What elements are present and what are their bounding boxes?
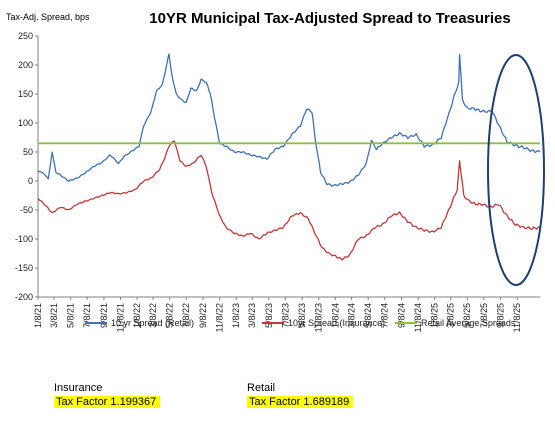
retail-factor-box: Retail Tax Factor 1.689189 — [247, 382, 354, 408]
y-tick-label: -200 — [15, 292, 33, 302]
x-tick-label: 11/8/24 — [413, 303, 423, 332]
x-tick-label: 7/8/23 — [280, 303, 290, 328]
y-tick-label: 200 — [18, 60, 33, 70]
legend-label: 10 yr Spread (Retail) — [111, 318, 194, 328]
x-tick-label: 7/8/25 — [479, 303, 489, 328]
x-tick-label: 3/8/25 — [446, 303, 456, 328]
insurance-factor-title: Insurance — [54, 382, 103, 394]
series-line-1 — [37, 53, 541, 187]
x-tick-label: 3/8/21 — [49, 303, 59, 328]
x-tick-label: 9/8/21 — [99, 303, 109, 328]
x-tick-label: 7/8/24 — [380, 303, 390, 328]
highlight-ellipse — [487, 54, 545, 286]
x-tick-label: 1/8/24 — [330, 303, 340, 328]
x-tick-label: 5/8/21 — [66, 303, 76, 328]
y-tick-label: 150 — [18, 89, 33, 99]
x-tick-label: 5/8/23 — [264, 303, 274, 328]
spread-chart: 10YR Municipal Tax-Adjusted Spread to Tr… — [6, 10, 545, 332]
x-tick-label: 1/8/22 — [132, 303, 142, 328]
x-tick-label: 1/8/25 — [430, 303, 440, 328]
tax-factor-panel: Insurance Tax Factor 1.199367 Retail Tax… — [0, 382, 555, 422]
x-tick-label: 9/8/22 — [198, 303, 208, 328]
x-tick-label: 11/8/25 — [512, 303, 522, 332]
y-tick-label: -150 — [15, 263, 33, 273]
x-tick-label: 9/8/24 — [397, 303, 407, 328]
retail-tax-factor: Tax Factor 1.689189 — [247, 396, 354, 408]
x-tick-label: 9/8/23 — [297, 303, 307, 328]
legend-label: 10yr Spread (Insurance) — [288, 318, 385, 328]
y-tick-label: -50 — [20, 205, 33, 215]
x-tick-label: 1/8/21 — [33, 303, 43, 328]
y-tick-label: -100 — [15, 234, 33, 244]
x-tick-label: 11/8/21 — [116, 303, 126, 332]
insurance-factor-box: Insurance Tax Factor 1.199367 — [54, 382, 161, 408]
y-tick-label: 100 — [18, 118, 33, 128]
x-tick-label: 5/8/22 — [165, 303, 175, 328]
insurance-tax-factor: Tax Factor 1.199367 — [54, 396, 161, 408]
x-tick-label: 11/8/23 — [314, 303, 324, 332]
x-tick-label: 7/8/21 — [82, 303, 92, 328]
x-tick-label: 1/8/23 — [231, 303, 241, 328]
y-axis-label: Tax-Adj. Spread, bps — [6, 12, 90, 22]
x-tick-label: 3/8/23 — [247, 303, 257, 328]
y-tick-label: 250 — [18, 31, 33, 41]
legend-label: Retail Average Spreads — [421, 318, 516, 328]
x-tick-label: 9/8/25 — [496, 303, 506, 328]
x-tick-label: 11/8/22 — [215, 303, 225, 332]
x-tick-label: 5/8/25 — [462, 303, 472, 328]
y-tick-label: 50 — [23, 147, 33, 157]
retail-factor-title: Retail — [247, 382, 276, 394]
x-tick-label: 5/8/24 — [363, 303, 373, 328]
y-tick-label: 0 — [28, 176, 33, 186]
x-tick-label: 7/8/22 — [181, 303, 191, 328]
x-tick-label: 3/8/24 — [347, 303, 357, 328]
x-tick-label: 3/8/22 — [148, 303, 158, 328]
chart-title: 10YR Municipal Tax-Adjusted Spread to Tr… — [149, 10, 511, 27]
chart-svg: 10YR Municipal Tax-Adjusted Spread to Tr… — [6, 10, 545, 332]
series-line-2 — [37, 140, 541, 261]
